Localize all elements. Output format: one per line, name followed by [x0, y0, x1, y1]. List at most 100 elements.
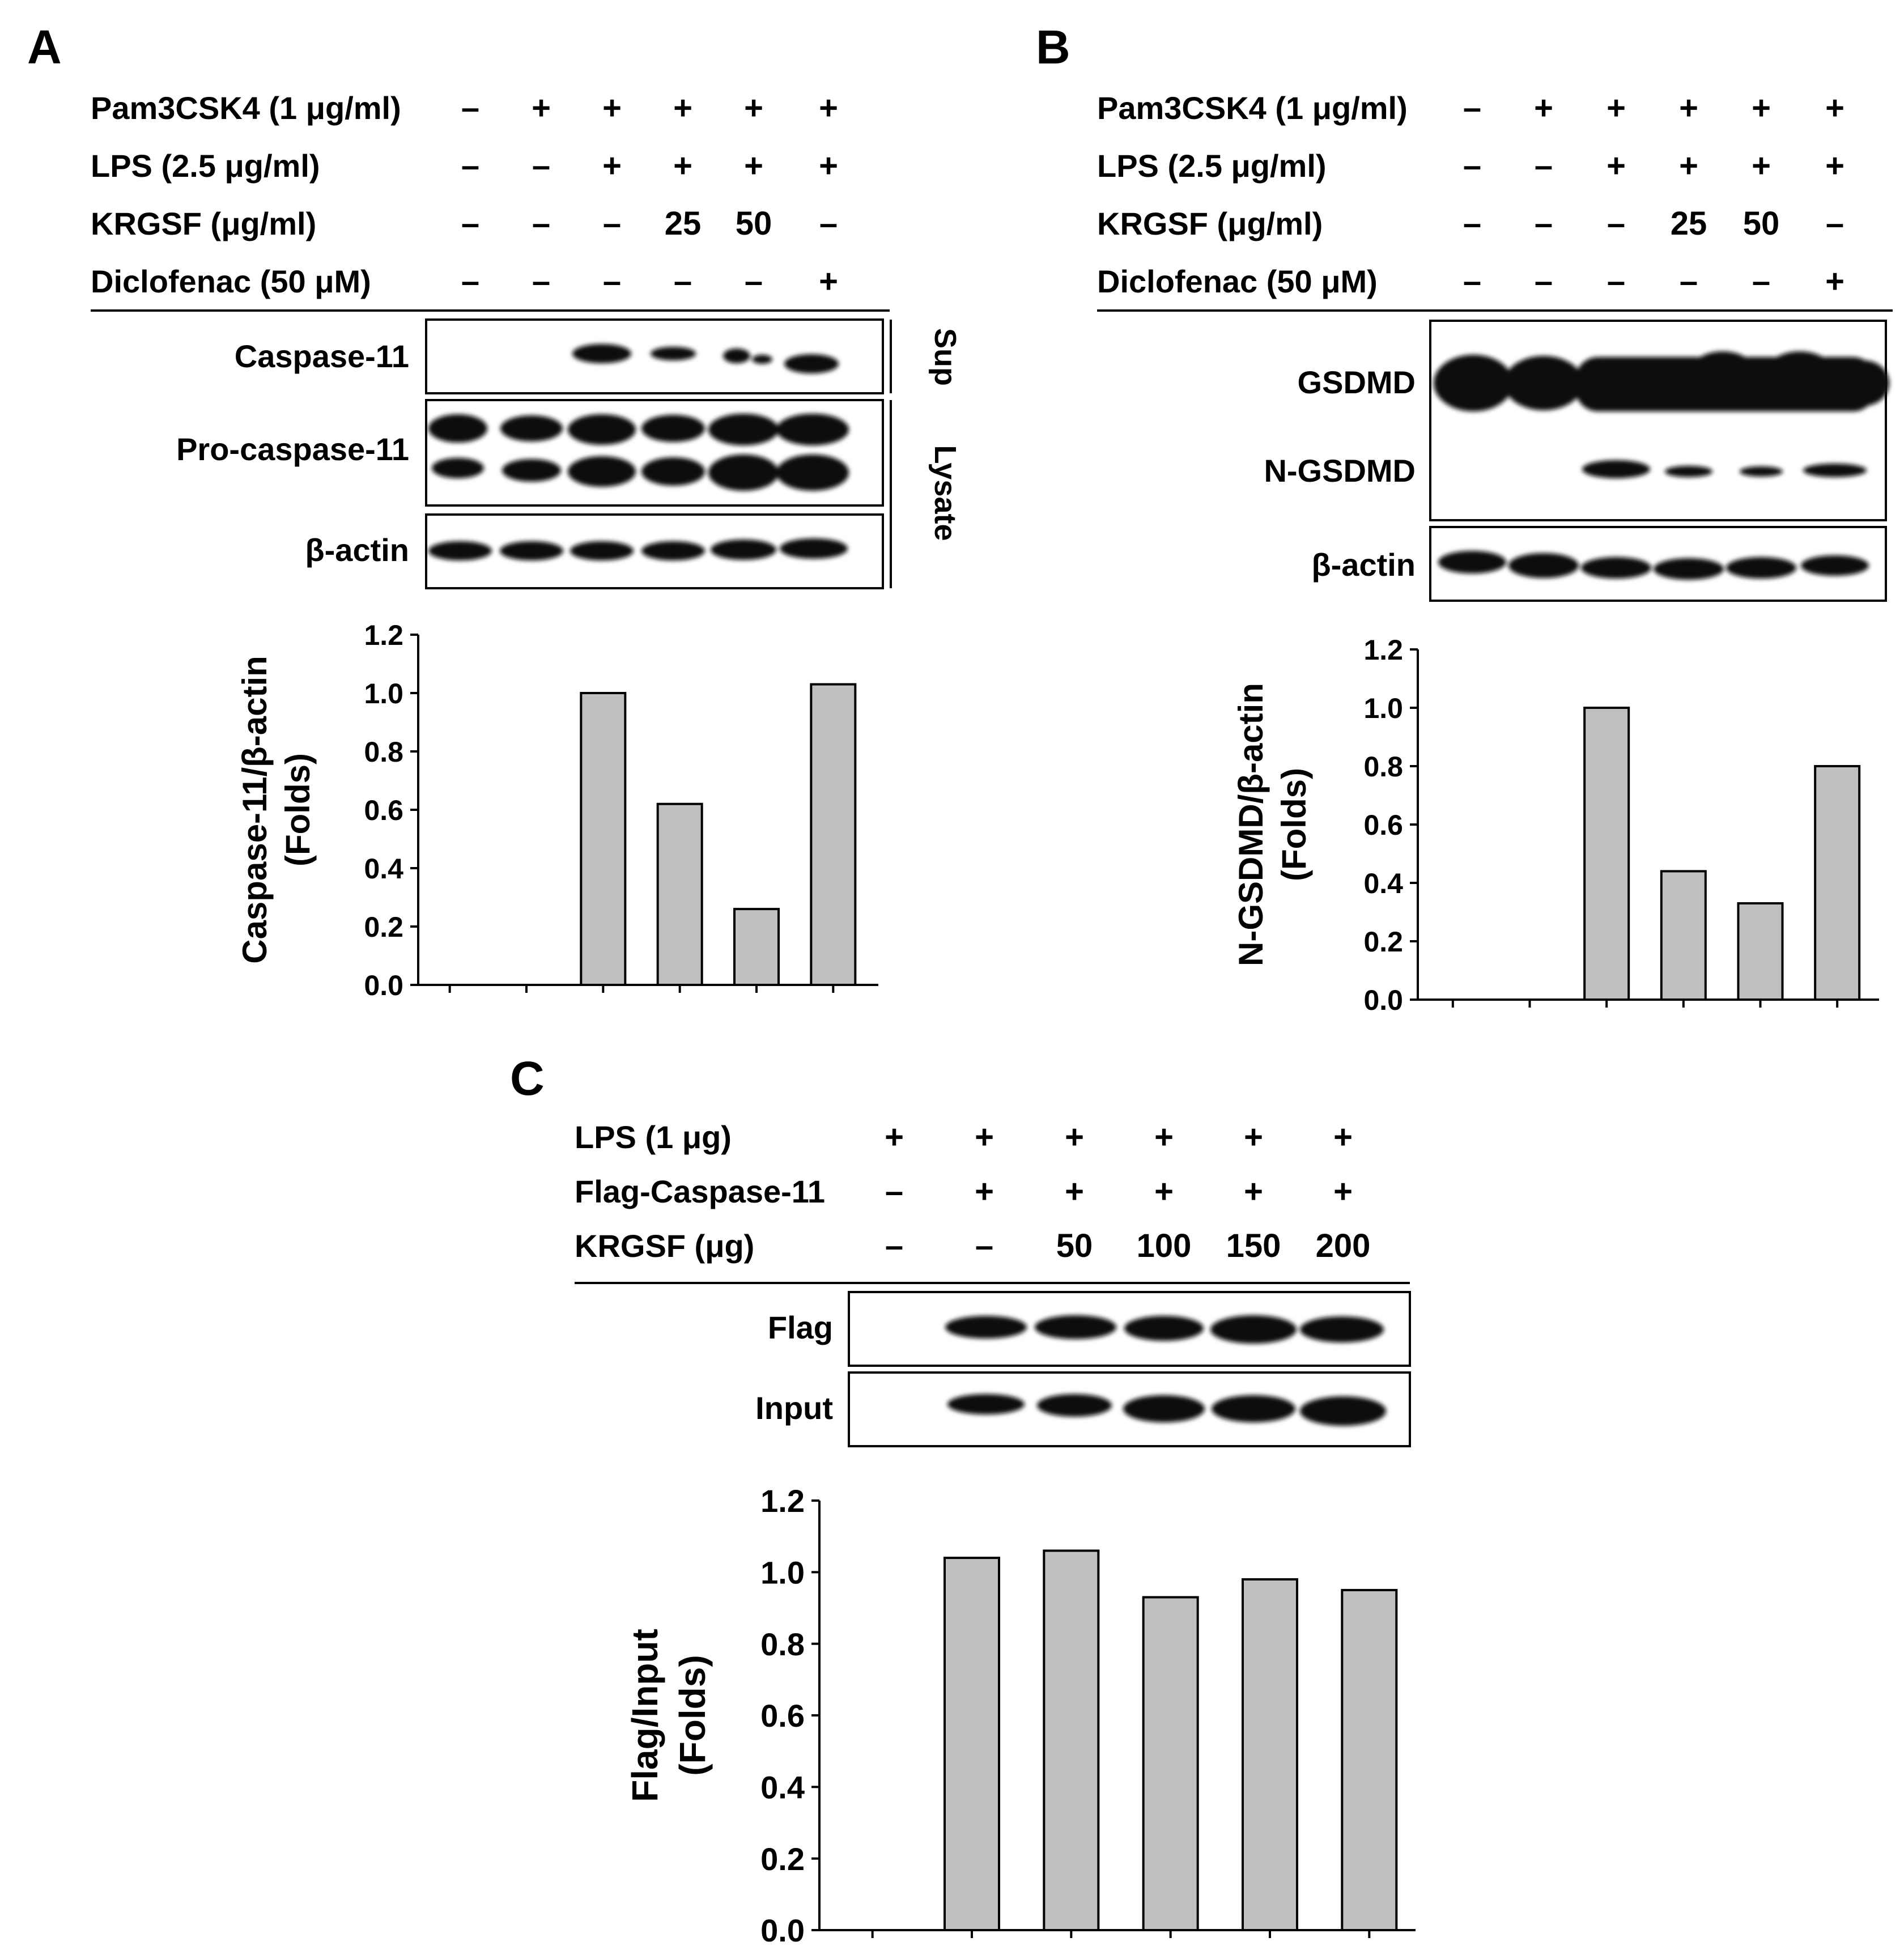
blot-gsdmd-bands: [1434, 351, 1889, 478]
condition-value: +: [1333, 1119, 1353, 1155]
chart-a: 0.0 0.2 0.4 0.6 0.8 1.0 1.2 Caspase-11/β-actin(…: [236, 619, 878, 1001]
condition-value: +: [1065, 1119, 1084, 1155]
condition-value: –: [461, 147, 479, 184]
y-tick-label: 0.6: [1363, 809, 1403, 841]
condition-value: +: [1606, 90, 1626, 126]
condition-value: +: [819, 90, 838, 126]
blot-input-bands: [947, 1394, 1386, 1426]
condition-value: –: [1463, 147, 1481, 184]
condition-value: –: [461, 90, 479, 126]
y-tick-label: 0.2: [760, 1841, 805, 1877]
blot-label-pro-caspase-11: Pro-caspase-11: [176, 431, 409, 467]
condition-value: +: [819, 147, 838, 184]
condition-value: 50: [1056, 1227, 1093, 1264]
bar: [1737, 902, 1784, 1001]
chart-c: 0.0 0.2 0.4 0.6 0.8 1.0 1.2 Flag/Input (Folds): [624, 1483, 1416, 1946]
condition-value: –: [885, 1227, 903, 1264]
y-tick-label: 0.0: [364, 970, 403, 1001]
condition-value: –: [819, 205, 838, 242]
y-tick-label: 0.2: [1363, 926, 1403, 958]
bar: [1341, 1588, 1398, 1932]
condition-value: –: [674, 263, 692, 300]
bar: [810, 683, 857, 987]
bar: [656, 802, 703, 986]
condition-value: +: [602, 90, 622, 126]
y-axis-label: (Folds): [672, 1655, 713, 1775]
condition-label: Pam3CSK4 (1 μg/ml): [91, 90, 401, 126]
condition-value: +: [975, 1173, 994, 1210]
condition-value: 50: [1743, 205, 1780, 242]
panel-a: A Pam3CSK4 (1 μg/ml) – + + + + + LPS (2.5 μg/ml…: [27, 20, 962, 1001]
panel-c-conditions: LPS (1 μg) + + + + + + Flag-Caspase-11 – + + + + + KRG…: [575, 1119, 1370, 1264]
condition-value: +: [1825, 147, 1844, 184]
panel-c: C LPS (1 μg) + + + + + + Flag-Caspase-11 – + + + + + K…: [510, 1052, 1416, 1946]
condition-value: +: [1244, 1173, 1263, 1210]
y-tick-label: 1.0: [1363, 692, 1403, 724]
condition-value: –: [1463, 205, 1481, 242]
condition-value: –: [603, 263, 621, 300]
condition-value: –: [532, 147, 550, 184]
bar: [733, 908, 780, 986]
condition-value: –: [1826, 205, 1844, 242]
bar: [1660, 870, 1707, 1001]
blot-label-caspase-11: Caspase-11: [235, 338, 409, 374]
blot-label-beta-actin-b: β-actin: [1311, 547, 1416, 583]
side-label-lysate: Lysate: [928, 445, 962, 541]
blot-caspase-11-bands: [572, 344, 839, 373]
y-tick-label: 0.6: [364, 794, 403, 826]
condition-label: Diclofenac (50 μM): [91, 264, 371, 299]
condition-value: 100: [1137, 1227, 1192, 1264]
condition-value: –: [532, 205, 550, 242]
condition-label: LPS (2.5 μg/ml): [91, 148, 320, 184]
condition-value: –: [1680, 263, 1698, 300]
y-tick-label: 0.0: [760, 1913, 805, 1946]
condition-label: KRGSF (μg): [575, 1228, 754, 1264]
panel-a-conditions: Pam3CSK4 (1 μg/ml) – + + + + + LPS (2.5 μg/ml) –…: [91, 90, 838, 300]
condition-label: LPS (2.5 μg/ml): [1097, 148, 1327, 184]
y-tick-label: 0.2: [364, 911, 403, 943]
condition-label: LPS (1 μg): [575, 1119, 732, 1155]
condition-value: +: [744, 147, 763, 184]
condition-value: –: [1752, 263, 1770, 300]
condition-value: –: [1535, 205, 1553, 242]
y-axis-label: Flag/Input: [624, 1629, 665, 1802]
condition-value: +: [673, 147, 692, 184]
condition-value: –: [461, 263, 479, 300]
condition-value: +: [1606, 147, 1626, 184]
condition-value: –: [975, 1227, 993, 1264]
y-tick-label: 1.0: [364, 678, 403, 709]
condition-value: +: [602, 147, 622, 184]
y-tick-label: 1.0: [760, 1554, 805, 1590]
y-tick-label: 1.2: [760, 1483, 805, 1519]
bar: [1043, 1549, 1100, 1931]
condition-value: –: [885, 1173, 903, 1210]
y-tick-label: 1.2: [1363, 634, 1403, 666]
y-tick-label: 0.4: [1363, 868, 1403, 899]
condition-value: –: [745, 263, 763, 300]
blot-beta-actin-b-bands: [1438, 551, 1869, 580]
condition-value: –: [1535, 263, 1553, 300]
side-label-sup: Sup: [928, 328, 962, 386]
panel-b-letter: B: [1036, 20, 1070, 74]
condition-value: –: [532, 263, 550, 300]
condition-value: +: [1752, 147, 1771, 184]
blot-flag-bands: [945, 1315, 1384, 1344]
y-tick-label: 0.8: [1363, 751, 1403, 783]
condition-value: +: [1154, 1119, 1174, 1155]
y-tick-label: 0.8: [364, 736, 403, 768]
condition-value: +: [1065, 1173, 1084, 1210]
condition-value: –: [461, 205, 479, 242]
bar: [1814, 765, 1861, 1001]
y-axis-label: N-GSDMD/β-actin: [1232, 683, 1270, 966]
condition-value: +: [673, 90, 692, 126]
bar: [1242, 1578, 1298, 1931]
condition-value: +: [1154, 1173, 1174, 1210]
panel-a-letter: A: [27, 20, 62, 74]
condition-value: +: [1244, 1119, 1263, 1155]
condition-value: +: [1679, 147, 1698, 184]
condition-value: –: [1607, 205, 1625, 242]
y-axis-label: (Folds): [279, 753, 317, 866]
y-axis-label: Caspase-11/β-actin: [236, 656, 274, 964]
condition-value: +: [744, 90, 763, 126]
